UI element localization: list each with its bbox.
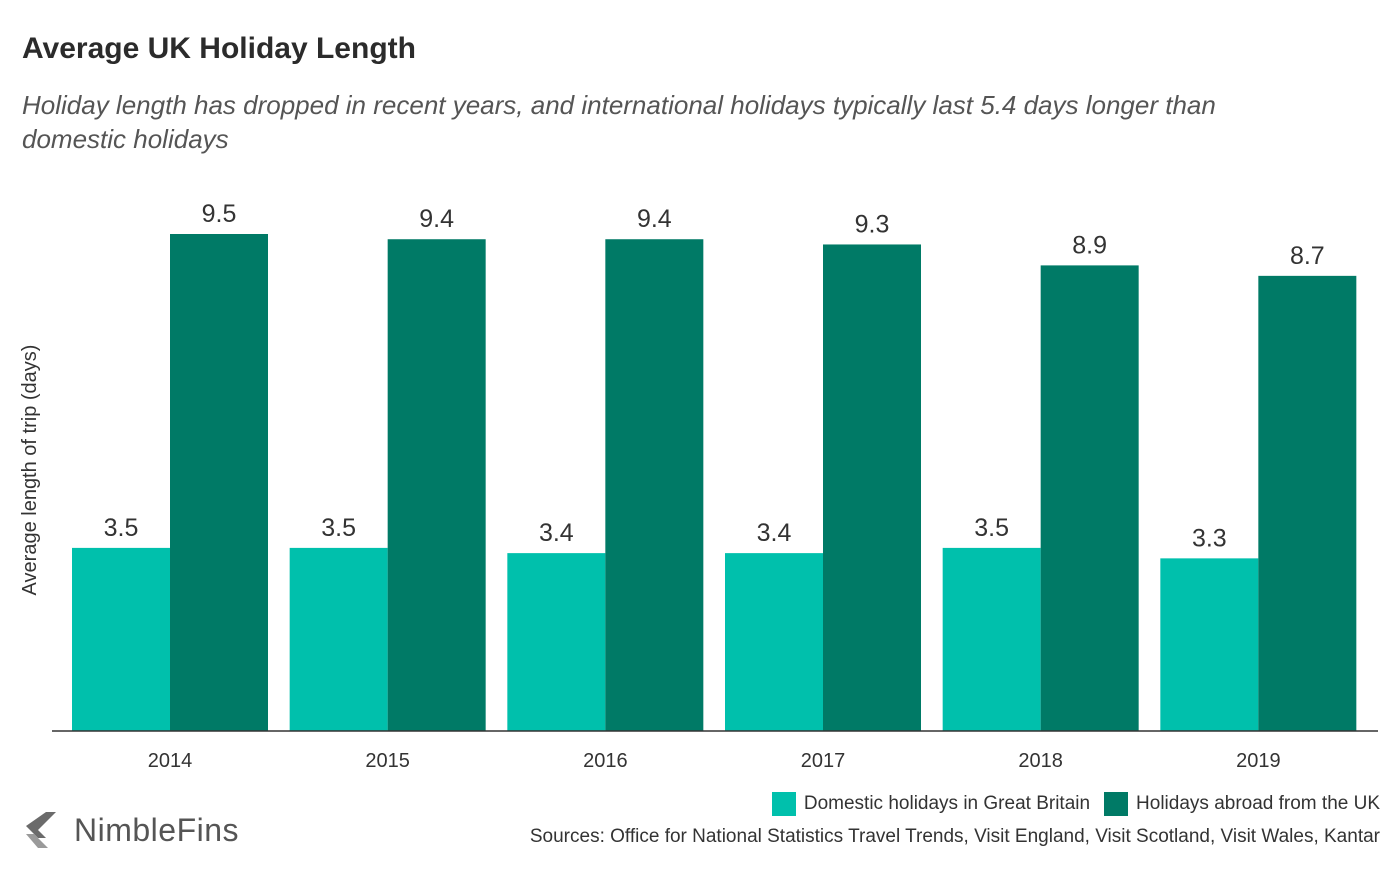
x-tick-label-2017: 2017 [801,750,846,772]
sources-note: Sources: Office for National Statistics … [529,826,1380,847]
bar-domestic-2018 [942,547,1041,731]
bar-domestic-2015 [289,547,388,731]
data-label-domestic-2018: 3.5 [974,514,1009,542]
bar-domestic-2017 [725,553,823,731]
data-label-abroad-2014: 9.5 [202,200,237,228]
x-tick-label-2016: 2016 [583,750,628,772]
bar-abroad-2017 [823,244,921,731]
bar-abroad-2018 [1040,265,1139,731]
data-label-domestic-2014: 3.5 [104,514,139,542]
x-tick-label-2019: 2019 [1236,750,1281,772]
legend-item-domestic: Domestic holidays in Great Britain [771,792,1091,816]
y-axis-label: Average length of trip (days) [19,345,41,596]
chart-title: Average UK Holiday Length [22,32,416,65]
x-tick-label-2018: 2018 [1018,750,1063,772]
chart-subtitle: Holiday length has dropped in recent yea… [22,90,1216,154]
legend-label-domestic: Domestic holidays in Great Britain [803,793,1091,814]
data-label-abroad-2017: 9.3 [855,210,890,238]
x-tick-label-2015: 2015 [365,750,410,772]
data-label-abroad-2015: 9.4 [419,205,454,233]
legend: Domestic holidays in Great Britain Holid… [758,792,1380,816]
bar-abroad-2019 [1258,275,1357,731]
legend-label-abroad: Holidays abroad from the UK [1136,793,1380,814]
data-label-domestic-2019: 3.3 [1192,524,1227,552]
bar-domestic-2014 [72,547,170,731]
brand-logo: NimbleFins [22,810,239,850]
legend-item-abroad: Holidays abroad from the UK [1104,792,1380,816]
bar-abroad-2016 [605,239,704,732]
chevron-left-logo-icon [26,812,56,848]
data-label-domestic-2016: 3.4 [539,519,574,547]
data-label-abroad-2016: 9.4 [637,205,672,233]
bar-domestic-2016 [507,553,606,731]
data-label-domestic-2017: 3.4 [757,519,792,547]
bar-abroad-2015 [387,239,486,732]
x-tick-label-2014: 2014 [148,750,193,772]
brand-name: NimbleFins [74,811,240,848]
legend-swatch-domestic [771,792,796,816]
data-label-abroad-2018: 8.9 [1072,231,1107,259]
bar-domestic-2019 [1160,558,1259,731]
data-label-abroad-2019: 8.7 [1290,242,1325,270]
legend-swatch-abroad [1104,792,1129,816]
bar-abroad-2014 [170,234,268,731]
data-label-domestic-2015: 3.5 [321,514,356,542]
